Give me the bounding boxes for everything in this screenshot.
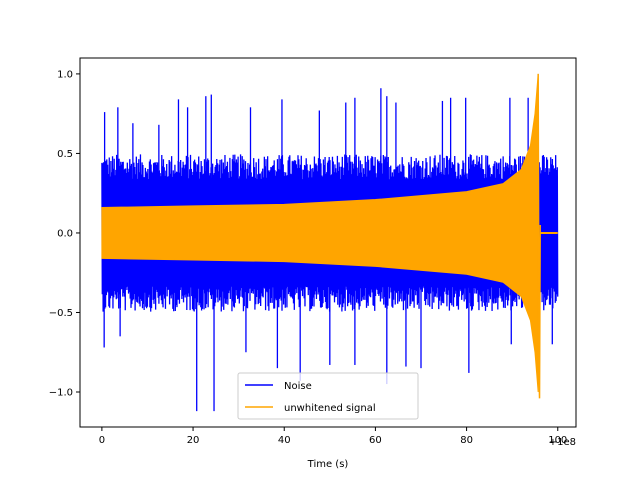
x-tick-label: 20	[187, 435, 200, 446]
y-axis-ticks: −1.0 −0.5 0.0 0.5 1.0	[49, 69, 80, 399]
x-tick-label: 40	[278, 435, 291, 446]
y-tick-label: 1.0	[57, 69, 73, 80]
x-offset-label: +1e8	[549, 437, 576, 448]
axes-frame	[79, 57, 577, 428]
x-tick-label: 0	[99, 435, 105, 446]
legend-label-noise: Noise	[284, 381, 312, 392]
y-tick-label: 0.0	[57, 228, 73, 239]
legend: Noise unwhitened signal	[237, 372, 419, 420]
signal-envelope	[101, 73, 539, 393]
plot-area	[101, 73, 559, 412]
x-tick-label: 100	[548, 435, 567, 446]
x-tick-label: 60	[369, 435, 382, 446]
x-axis-label: Time (s)	[307, 459, 349, 470]
y-tick-label: 0.5	[57, 149, 73, 160]
noise-series	[101, 88, 559, 412]
signal-series	[101, 73, 558, 399]
x-tick-label: 80	[460, 435, 473, 446]
legend-box	[237, 372, 419, 420]
y-tick-label: −1.0	[49, 388, 73, 399]
x-axis-ticks: 0 20 40 60 80 100	[99, 427, 567, 446]
signal-merger	[537, 73, 541, 399]
y-tick-label: −0.5	[49, 308, 73, 319]
legend-label-signal: unwhitened signal	[284, 403, 376, 414]
